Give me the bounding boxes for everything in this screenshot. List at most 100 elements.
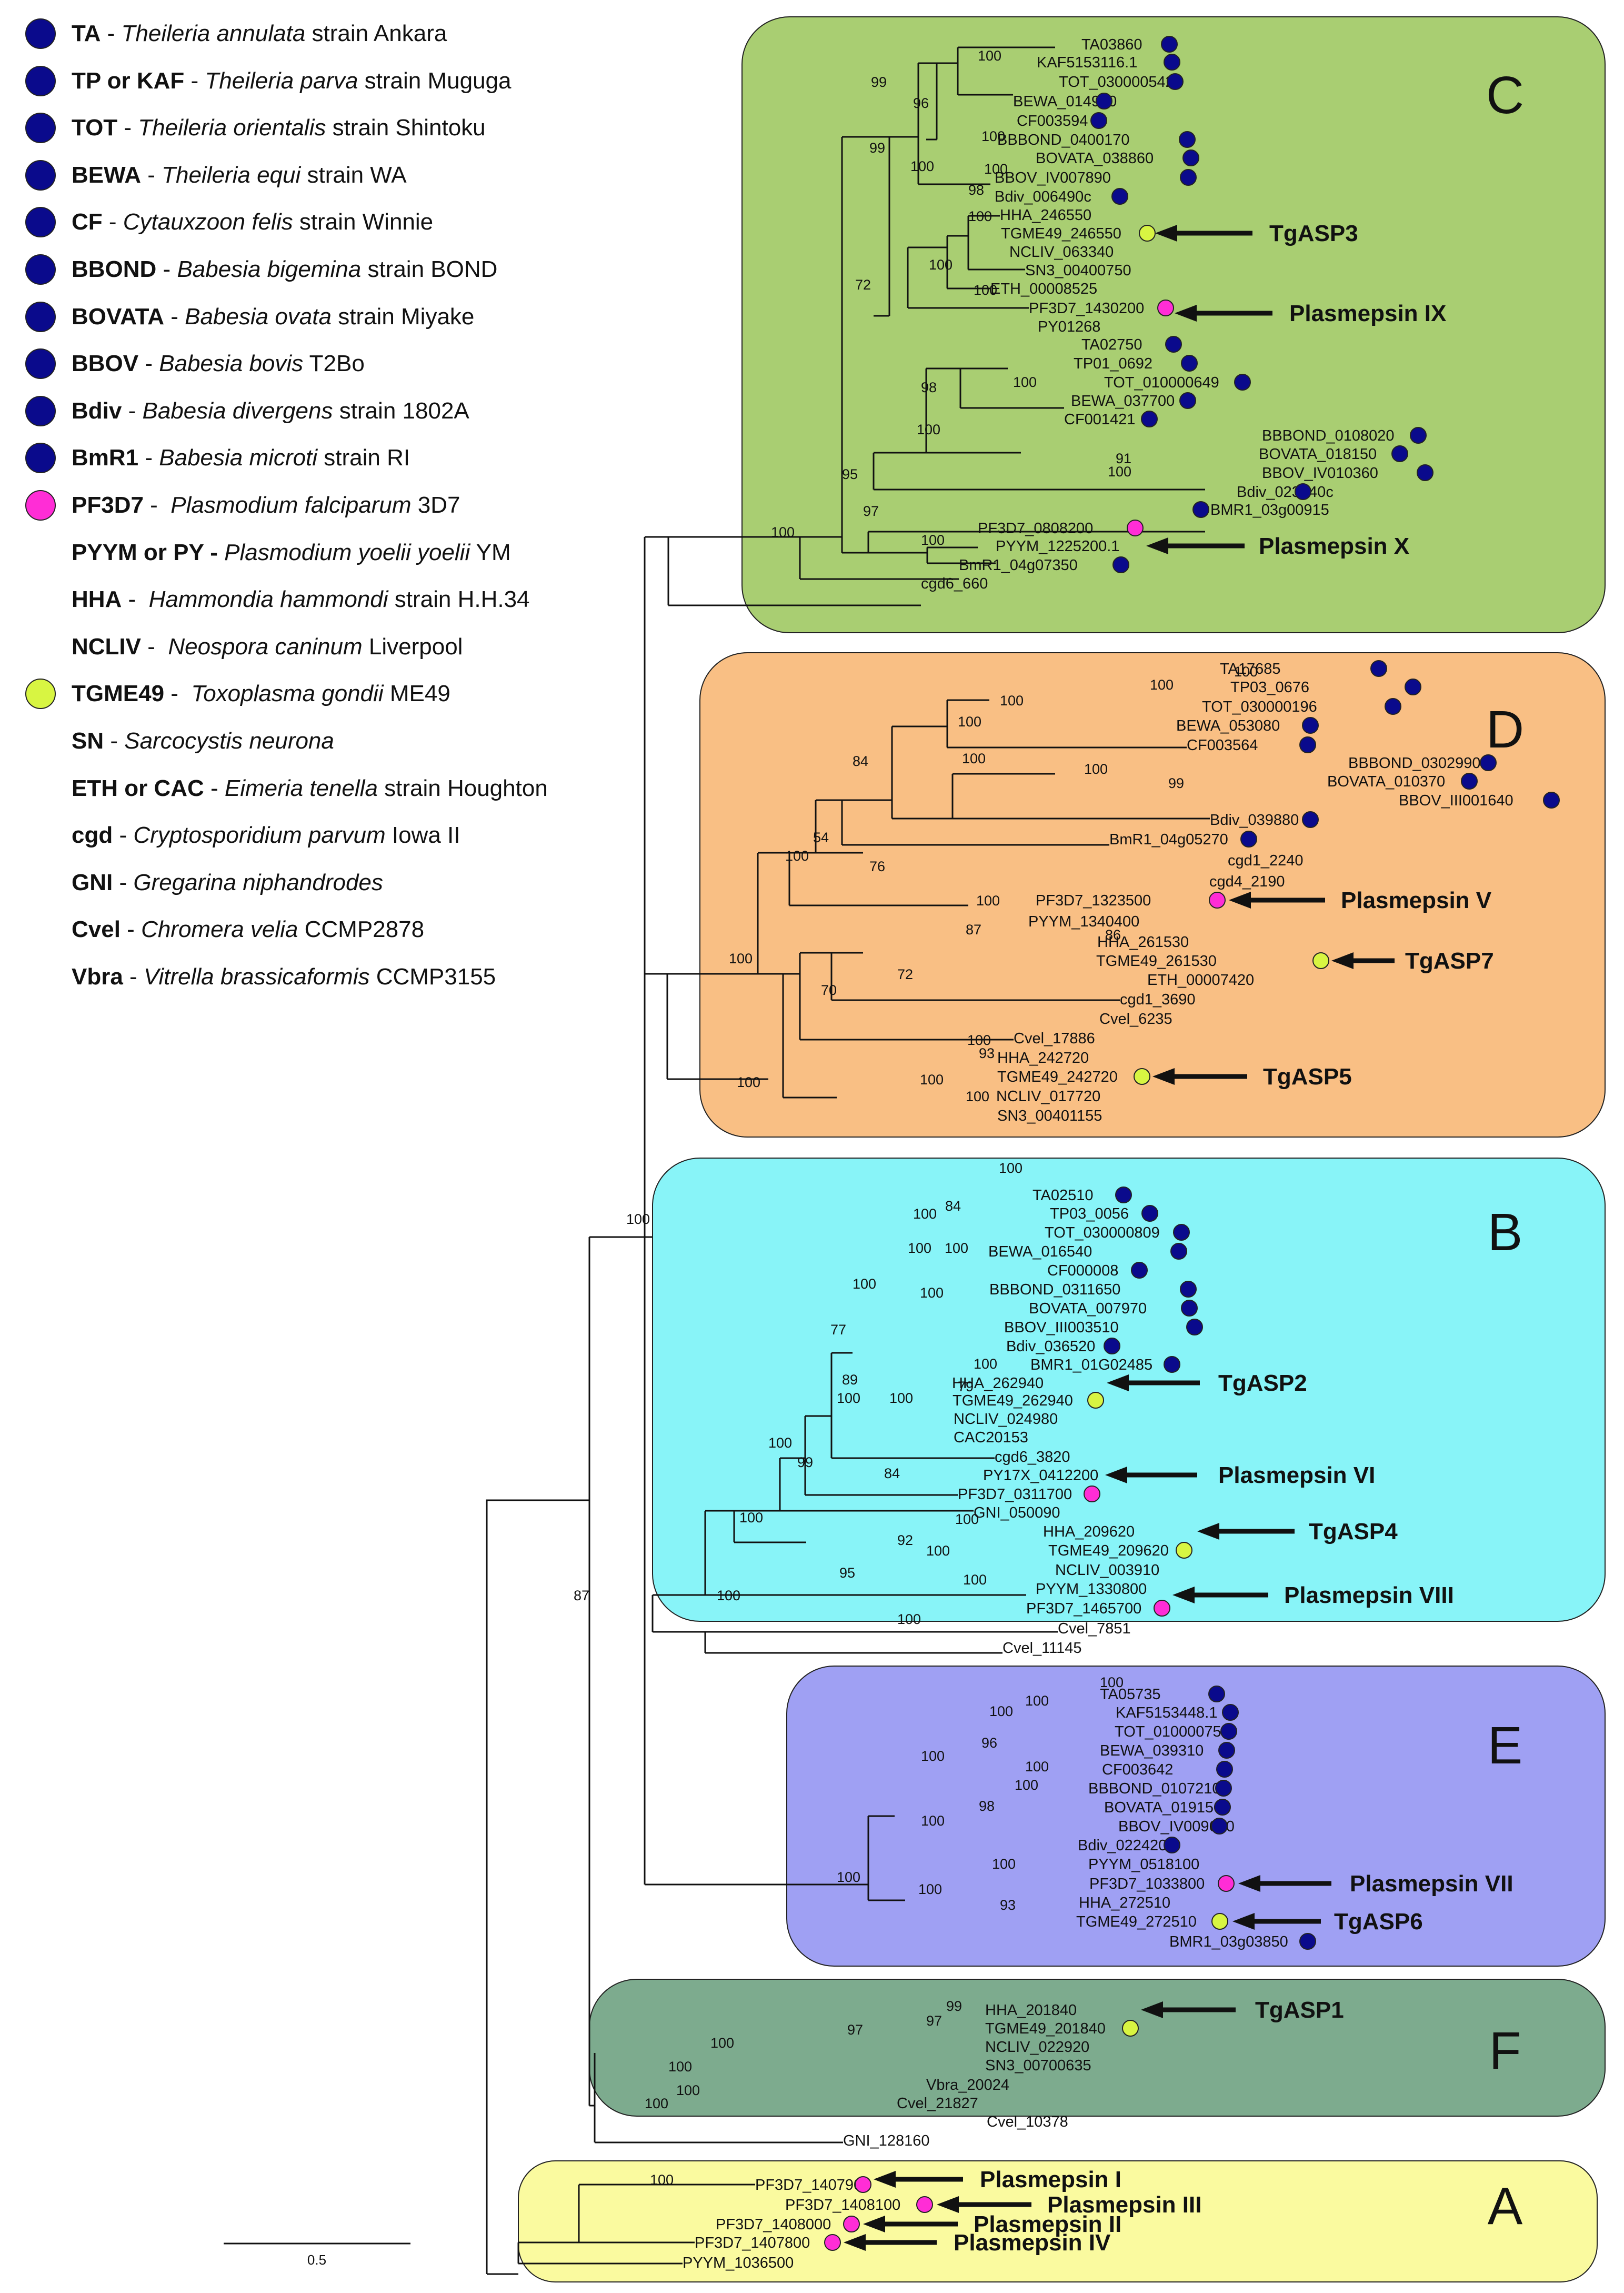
branch [967,215,1025,271]
tip-label: PF3D7_0808200 [978,520,1093,537]
legend-marker-magenta [25,490,56,521]
legend-row: Cvel - Chromera velia CCMP2878 [0,908,663,952]
legend-row: TGME49 - Toxoplasma gondii ME49 [0,672,663,716]
legend-marker-navy [25,113,56,144]
legend-strain: strain WA [300,162,407,188]
species-marker [1157,300,1174,316]
tip-label: Bdiv_022420c [1078,1837,1175,1854]
species-marker [1179,131,1196,148]
clade-box-E [786,1666,1606,1967]
bootstrap-value: 100 [978,48,1001,64]
bootstrap-value: 100 [966,1089,989,1104]
annotation-label: TgASP1 [1255,1997,1344,2023]
legend-code: TOT [72,115,118,141]
bootstrap-value: 100 [710,2035,734,2051]
tip-label: TOT_010000759 [1115,1723,1230,1740]
bootstrap-value: 100 [768,1435,792,1451]
tip-label: TGME49_272510 [1076,1913,1197,1930]
branch [925,367,1021,454]
bootstrap-value: 100 [1015,1777,1038,1793]
legend-strain: YM [470,539,511,565]
bootstrap-value: 100 [729,951,753,966]
legend-strain: strain Miyake [331,303,475,330]
bootstrap-value: 98 [968,182,984,198]
tip-label: TP03_0056 [1050,1205,1129,1222]
arrow-head [844,2234,866,2251]
species-marker [1216,1761,1233,1778]
bootstrap-value: 100 [918,1881,942,1897]
bootstrap-value: 100 [668,2059,692,2075]
species-marker [1090,112,1107,129]
legend-species: Vitrella brassicaformis [143,964,370,990]
species-marker [1461,773,1478,790]
species-marker [1192,501,1209,518]
bootstrap-value: 87 [966,922,981,938]
tip-label: Cvel_11145 [1003,1640,1081,1657]
legend-species: Neospora caninum [168,633,363,660]
annotation-label: Plasmepsin X [1259,533,1409,559]
tip-label: PY01268 [1038,318,1100,335]
species-marker [1215,1780,1232,1797]
tip-label: Bdiv_023140c [1237,484,1334,501]
species-marker [1180,169,1197,186]
bootstrap-values: 100 99 96 99 100 100 100 98 100 72 100 100 100 98 100 9… [574,48,1258,2188]
legend-row: PF3D7 - Plasmodium falciparum 3D7 [0,483,663,527]
legend-strain: strain 1802A [333,397,469,424]
branch [891,725,953,820]
tip-label: TA02510 [1032,1187,1094,1204]
legend-code: CF [72,209,103,235]
tip-label: NCLIV_022920 [985,2039,1089,2056]
arrow-head [1141,2001,1163,2018]
species-marker [1173,1224,1190,1241]
legend-strain: 3D7 [411,492,460,518]
species-marker [1218,1742,1235,1759]
tip-label: KAF5153448.1 [1116,1704,1217,1721]
bootstrap-value: 87 [574,1588,589,1603]
bootstrap-value: 92 [897,1532,913,1548]
arrow-head [1175,305,1197,322]
tip-label: cgd4_2190 [1209,873,1285,890]
branch [946,699,1187,749]
branch [907,246,1029,309]
legend-code: BBOV [72,351,139,377]
tip-label: TGME49_262940 [953,1392,1073,1409]
species-marker [1299,1933,1316,1950]
bootstrap-value: 100 [920,1072,944,1088]
legend-code: HHA [72,586,122,613]
bootstrap-value: 100 [967,1032,991,1048]
bootstrap-value: 100 [974,282,997,298]
branch [799,952,1014,1041]
legend-marker-navy [25,395,56,426]
branch [594,2053,843,2144]
species-marker [1167,73,1184,90]
tip-label: BBOV_IV007890 [995,170,1111,186]
legend-code: cgd [72,822,113,849]
tip-label: PF3D7_0311700 [958,1486,1072,1503]
tip-label: TA03860 [1081,36,1142,53]
annotation-label: TgASP5 [1263,1064,1352,1090]
bootstrap-value: 97 [847,2022,863,2038]
tip-label: BEWA_053080 [1176,717,1280,734]
branch [926,62,958,141]
tip-label: TP01_0692 [1074,355,1152,372]
legend-strain: strain RI [317,445,410,471]
annotation-label: Plasmepsin VII [1350,1871,1513,1897]
annotation-label: Plasmepsin VI [1218,1462,1375,1488]
bootstrap-value: 99 [869,140,885,156]
bootstrap-value: 100 [837,1869,860,1885]
species-marker [855,2176,871,2193]
branch [733,1510,806,1543]
species-legend: TA - Theileria annulata strain Ankara TP … [0,0,663,1000]
bootstrap-value: 100 [958,714,981,730]
legend-strain: Liverpool [362,633,463,660]
clade-letter-F: F [1489,2021,1521,2080]
legend-separator: - [122,397,143,424]
tip-label: BMR1_01G02485 [1030,1357,1152,1373]
legend-separator: - [123,964,144,990]
legend-row: cgd - Cryptosporidium parvum Iowa II [0,813,663,858]
tip-label: HHA_242720 [997,1050,1089,1066]
bootstrap-value: 97 [926,2013,942,2029]
legend-row: BmR1 - Babesia microti strain RI [0,436,663,480]
legend-code: NCLIV [72,633,141,660]
